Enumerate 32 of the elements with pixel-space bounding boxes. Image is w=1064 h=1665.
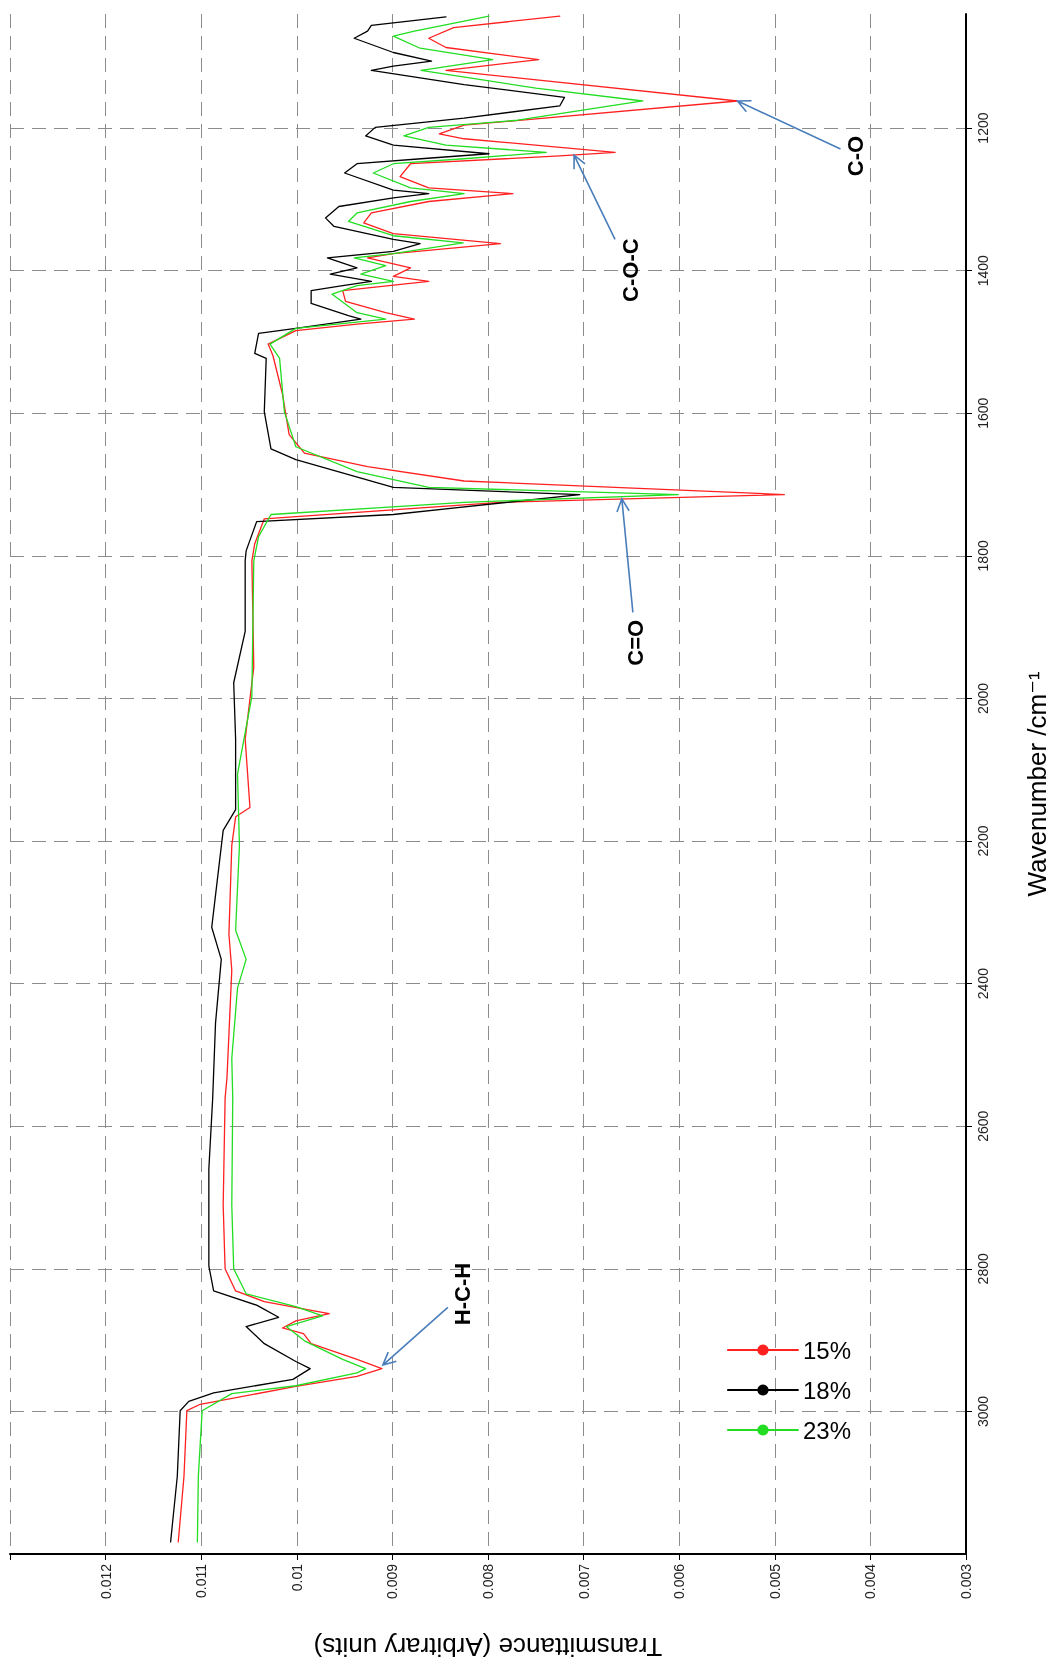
x-tick-label: 0.004 xyxy=(862,1563,879,1600)
legend-label: 18% xyxy=(802,1376,852,1404)
x-tick-label: 0.006 xyxy=(671,1563,688,1600)
x-tick-label: 0.01 xyxy=(288,1563,305,1592)
y-tick-label: 1600 xyxy=(975,397,991,429)
x-tick-label: 0.008 xyxy=(480,1563,496,1600)
annotation: C-O xyxy=(843,135,869,177)
y-tick-label: 2400 xyxy=(975,967,991,1000)
y-tick-label: 1200 xyxy=(975,112,991,144)
line-series xyxy=(177,15,786,1543)
y-axis-title: Wavenumber /cm⁻¹ xyxy=(1022,671,1052,897)
y-tick-label: 1800 xyxy=(975,540,991,572)
annotation: C=O xyxy=(623,619,649,666)
line-series xyxy=(169,16,581,1543)
x-axis-title: Transmittance (Arbitrary units) xyxy=(313,1632,663,1662)
x-tick-label: 0.003 xyxy=(958,1563,974,1600)
x-tick-label: 0.007 xyxy=(575,1563,592,1600)
line-series xyxy=(196,15,679,1543)
y-tick-label: 2600 xyxy=(975,1110,991,1142)
x-tick-label: 0.005 xyxy=(766,1563,783,1600)
y-tick-label: 3000 xyxy=(975,1395,991,1427)
x-tick-label: 0.011 xyxy=(193,1563,210,1598)
annotation: H-C-H xyxy=(450,1262,476,1326)
legend-label: 23% xyxy=(802,1416,852,1444)
x-tick-label: 0.009 xyxy=(384,1563,401,1600)
annotation: C-O-C xyxy=(617,238,643,302)
y-tick-label: 2800 xyxy=(975,1253,991,1285)
legend-label: 15% xyxy=(802,1336,852,1364)
x-tick-label: 0.012 xyxy=(97,1563,114,1600)
y-tick-label: 2000 xyxy=(975,682,991,715)
y-tick-label: 1400 xyxy=(975,254,991,287)
y-tick-label: 2200 xyxy=(975,825,991,857)
